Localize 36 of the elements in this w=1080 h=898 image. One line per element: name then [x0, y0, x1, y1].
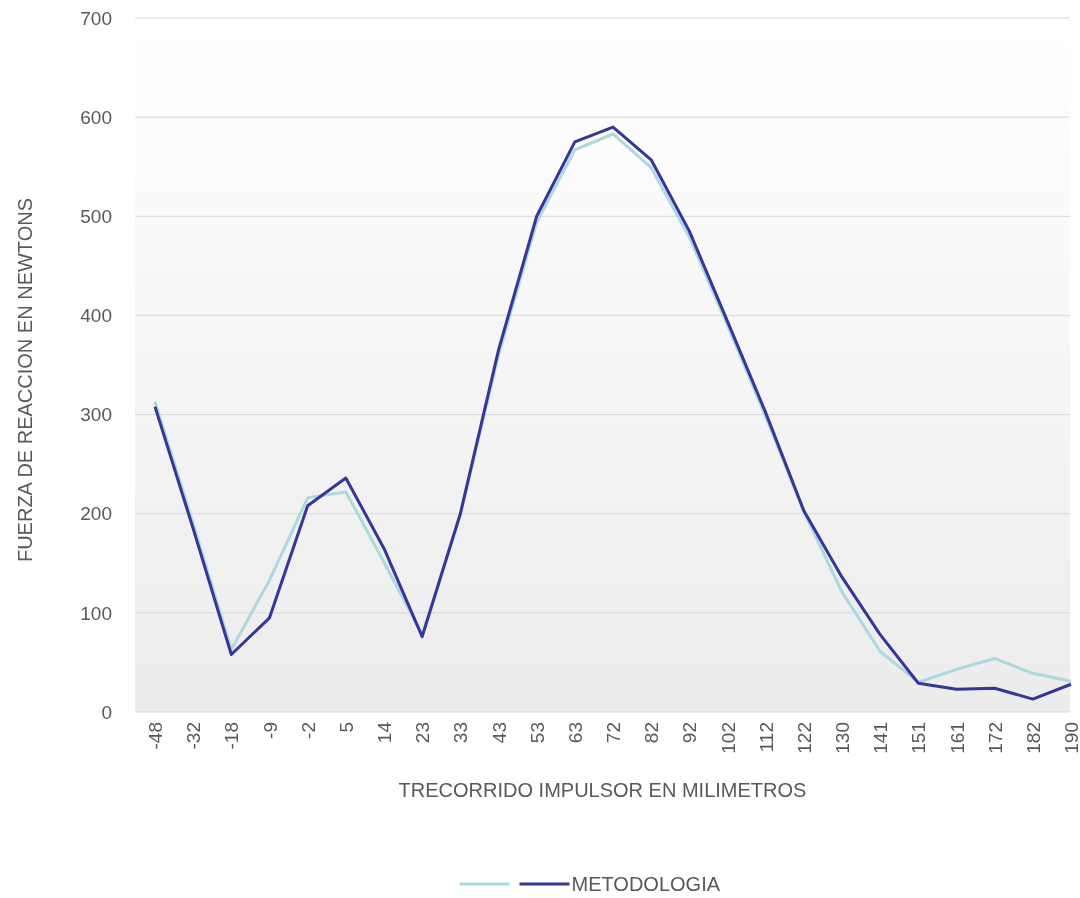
x-tick-label: 122 [793, 722, 815, 754]
x-tick-label: -9 [259, 722, 281, 739]
x-tick-label: 72 [603, 722, 624, 744]
x-axis-title: TRECORRIDO IMPULSOR EN MILIMETROS [398, 779, 807, 801]
x-tick-label: 23 [412, 722, 434, 744]
y-tick-label: 500 [80, 205, 112, 227]
y-tick-label: 700 [80, 7, 112, 29]
x-tick-label: 151 [908, 722, 930, 754]
y-tick-label: 200 [80, 503, 112, 525]
x-tick-label: -48 [145, 722, 166, 750]
x-tick-label: 141 [870, 722, 892, 754]
x-tick-label: 161 [946, 722, 968, 754]
x-tick-label: -18 [221, 722, 243, 750]
y-tick-label: 0 [101, 701, 112, 723]
legend-label: METODOLOGIA [571, 873, 721, 895]
x-tick-label: -32 [183, 722, 205, 750]
y-tick-label: 300 [80, 404, 112, 426]
x-tick-label: 102 [717, 722, 739, 754]
x-tick-label: 53 [526, 722, 548, 744]
x-tick-label: 82 [641, 722, 663, 744]
x-tick-label: 172 [984, 722, 1006, 754]
x-tick-label: -2 [297, 722, 319, 739]
x-tick-label: 43 [488, 722, 510, 744]
x-tick-label: 190 [1061, 722, 1080, 754]
y-tick-label: 600 [80, 106, 112, 128]
x-tick-label: 33 [450, 722, 472, 744]
x-tick-label: 5 [335, 722, 357, 733]
x-tick-label: 14 [374, 721, 395, 744]
x-tick-label: 92 [679, 722, 701, 744]
y-tick-label: 100 [80, 602, 112, 624]
x-tick-label: 182 [1022, 722, 1044, 754]
x-tick-label: 63 [564, 722, 586, 744]
y-tick-label: 400 [80, 305, 112, 327]
x-tick-label: 112 [755, 722, 777, 753]
y-axis-title: FUERZA DE REACCION EN NEWTONS [14, 197, 36, 563]
x-tick-label: 130 [832, 722, 853, 754]
